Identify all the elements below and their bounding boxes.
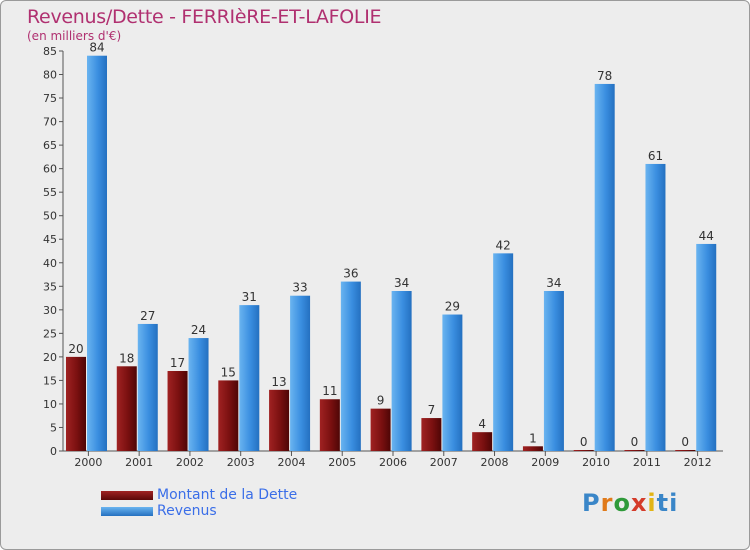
bar-debt-2009	[522, 446, 543, 451]
bar-label-revenue-2010: 78	[597, 69, 612, 83]
y-tick-label: 10	[43, 398, 57, 411]
y-tick-label: 30	[43, 304, 57, 317]
y-tick-label: 85	[43, 45, 57, 58]
bar-debt-2001	[116, 366, 137, 451]
bar-label-debt-2009: 1	[529, 431, 537, 445]
x-tick-label: 2002	[176, 456, 204, 469]
bar-revenue-2012	[696, 243, 717, 451]
x-tick-label: 2012	[684, 456, 712, 469]
y-tick-label: 75	[43, 92, 57, 105]
bar-revenue-2006	[391, 291, 412, 451]
y-tick-label: 25	[43, 327, 57, 340]
bar-revenue-2003	[239, 305, 260, 451]
x-tick-label: 2008	[481, 456, 509, 469]
legend-swatch-debt	[101, 490, 153, 500]
x-tick-label: 2009	[531, 456, 559, 469]
bar-debt-2003	[218, 380, 239, 451]
y-tick-label: 50	[43, 210, 57, 223]
y-tick-label: 35	[43, 280, 57, 293]
bar-debt-2000	[66, 356, 86, 451]
bar-debt-2002	[167, 371, 188, 451]
bar-debt-2007	[421, 418, 442, 451]
bar-label-debt-2010: 0	[580, 435, 588, 449]
x-tick-label: 2000	[74, 456, 102, 469]
bar-label-revenue-2000: 84	[89, 41, 104, 55]
y-tick-label: 0	[50, 445, 57, 458]
bar-revenue-2009	[543, 291, 564, 451]
legend-item-revenue: Revenus	[101, 503, 297, 519]
y-tick-label: 20	[43, 351, 57, 364]
x-tick-label: 2007	[430, 456, 458, 469]
bar-label-debt-2012: 0	[681, 435, 689, 449]
bar-label-debt-2002: 17	[170, 356, 185, 370]
y-tick-label: 45	[43, 233, 57, 246]
y-axis: 0 5 10 15 20 25 30 35 40 45 50 55 60 65 70 75 80 85	[43, 45, 64, 458]
bar-revenue-2002	[188, 338, 209, 451]
legend-swatch-revenue	[101, 506, 153, 516]
bar-label-debt-2008: 4	[478, 417, 486, 431]
bar-revenue-2010	[594, 83, 615, 452]
bar-debt-2010	[573, 450, 594, 451]
proxiti-logo: Proxiti	[582, 489, 679, 517]
x-tick-label: 2003	[227, 456, 255, 469]
x-tick-label: 2011	[633, 456, 661, 469]
y-tick-label: 65	[43, 139, 57, 152]
x-tick-label: 2004	[277, 456, 305, 469]
bar-debt-2004	[269, 389, 290, 451]
chart-subtitle: (en milliers d'€)	[27, 29, 122, 43]
bar-label-debt-2001: 18	[119, 351, 134, 365]
bars	[66, 55, 717, 452]
chart-title: Revenus/Dette - FERRIèRE-ET-LAFOLIE	[27, 6, 382, 28]
bar-revenue-2011	[645, 163, 666, 452]
bar-label-revenue-2006: 34	[394, 276, 409, 290]
bar-revenue-2007	[442, 314, 463, 451]
bar-revenue-2008	[493, 253, 514, 451]
legend: Montant de la Dette Revenus	[101, 487, 297, 519]
bar-revenue-2000	[87, 55, 107, 452]
legend-label-revenue: Revenus	[157, 503, 217, 519]
y-tick-label: 40	[43, 257, 57, 270]
y-tick-label: 60	[43, 163, 57, 176]
bar-label-debt-2000: 20	[68, 342, 83, 356]
y-tick-label: 55	[43, 186, 57, 199]
y-tick-label: 15	[43, 374, 57, 387]
bar-label-revenue-2009: 34	[546, 276, 561, 290]
bar-label-revenue-2012: 44	[699, 229, 714, 243]
y-tick-label: 80	[43, 69, 57, 82]
bar-label-debt-2011: 0	[631, 435, 639, 449]
bar-label-revenue-2005: 36	[343, 267, 358, 281]
x-tick-label: 2006	[379, 456, 407, 469]
bar-revenue-2004	[290, 295, 311, 451]
bar-label-debt-2003: 15	[221, 365, 236, 379]
bar-label-revenue-2003: 31	[242, 290, 257, 304]
bar-debt-2011	[624, 450, 645, 451]
bar-label-revenue-2004: 33	[292, 281, 307, 295]
bar-label-debt-2006: 9	[377, 394, 385, 408]
y-tick-label: 70	[43, 116, 57, 129]
bar-debt-2005	[319, 399, 340, 451]
bar-debt-2012	[675, 450, 696, 451]
bar-label-revenue-2007: 29	[445, 300, 460, 314]
x-tick-label: 2005	[328, 456, 356, 469]
legend-item-debt: Montant de la Dette	[101, 487, 297, 503]
y-tick-label: 5	[50, 421, 57, 434]
x-tick-label: 2001	[125, 456, 153, 469]
bar-debt-2008	[472, 432, 493, 451]
x-tick-label: 2010	[582, 456, 610, 469]
legend-label-debt: Montant de la Dette	[157, 487, 298, 503]
bar-label-debt-2005: 11	[322, 384, 337, 398]
bar-label-revenue-2011: 61	[648, 149, 663, 163]
x-axis: 2000 2001 2002 2003 2004 2005 2006 2007 2008 2009…	[63, 450, 723, 469]
bar-debt-2006	[370, 408, 391, 451]
bar-label-revenue-2002: 24	[191, 323, 206, 337]
bar-label-revenue-2001: 27	[140, 309, 155, 323]
bar-label-debt-2004: 13	[271, 375, 286, 389]
bar-revenue-2001	[137, 323, 158, 451]
bar-revenue-2005	[340, 281, 361, 451]
bar-label-revenue-2008: 42	[496, 238, 511, 252]
bar-label-debt-2007: 7	[428, 403, 436, 417]
bar-labels: 20 84 18 27 17 24 15 31 13 33 11 36 9 34 7 29 4 42 1 34 0 78 0…	[68, 41, 714, 449]
